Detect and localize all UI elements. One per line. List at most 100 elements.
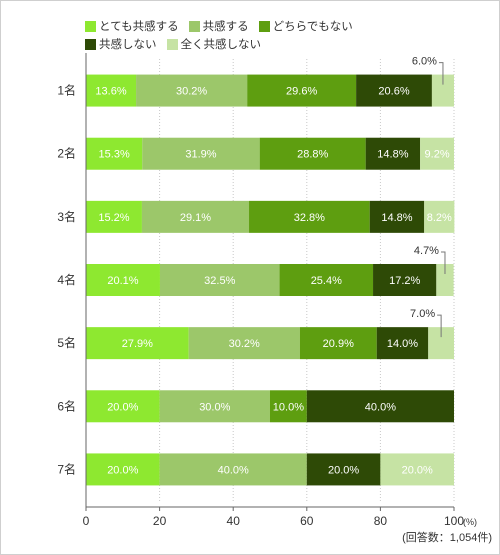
data-label: 20.0% bbox=[402, 464, 433, 476]
respondent-note: (回答数：1,054件) bbox=[402, 530, 492, 544]
data-label: 40.0% bbox=[218, 464, 249, 476]
data-label: 20.0% bbox=[328, 464, 359, 476]
bar-segment bbox=[420, 137, 454, 170]
legend-swatch bbox=[258, 20, 270, 32]
data-label: 30.0% bbox=[199, 401, 230, 413]
data-label: 14.0% bbox=[387, 338, 418, 350]
bar-segment bbox=[376, 327, 429, 360]
bar-segment bbox=[86, 200, 142, 233]
bar-segment bbox=[86, 453, 160, 486]
bar-segment bbox=[270, 390, 307, 423]
bar-segment bbox=[86, 390, 160, 423]
bar-segment bbox=[436, 264, 454, 296]
bar-segment bbox=[247, 74, 357, 107]
legend-label: どちらでもない bbox=[272, 21, 353, 33]
data-label: 31.9% bbox=[185, 149, 216, 161]
data-label: 15.3% bbox=[99, 149, 130, 161]
x-tick-label: 0 bbox=[83, 514, 90, 528]
legend-item: 共感する bbox=[188, 18, 249, 34]
legend-item: どちらでもない bbox=[258, 18, 353, 34]
data-label: 17.2% bbox=[389, 275, 420, 287]
data-label: 32.5% bbox=[204, 275, 235, 287]
legend-item: 全く共感しない bbox=[166, 36, 262, 52]
data-label: 9.2% bbox=[425, 149, 450, 161]
bar-segment bbox=[86, 137, 143, 170]
category-label: 2名 bbox=[57, 146, 76, 161]
x-unit-label: (%) bbox=[463, 517, 477, 527]
data-label: 32.8% bbox=[294, 212, 325, 224]
data-label: 30.2% bbox=[229, 338, 260, 350]
data-label: 25.4% bbox=[311, 275, 342, 287]
legend-label: 共感する bbox=[202, 21, 249, 33]
callout-line bbox=[440, 251, 446, 274]
bar-segment bbox=[142, 137, 260, 170]
category-label: 3名 bbox=[57, 209, 76, 224]
bar-segment bbox=[306, 453, 381, 486]
bar-segment bbox=[424, 200, 455, 233]
data-label: 13.6% bbox=[95, 86, 126, 98]
bar-segment bbox=[259, 137, 366, 170]
bar-segment bbox=[141, 200, 250, 233]
bar-segment bbox=[86, 74, 137, 107]
bar-segment bbox=[380, 453, 454, 486]
x-tick-label: 80 bbox=[374, 514, 388, 528]
data-label: 4.7% bbox=[414, 245, 439, 257]
legend-label: とても共感する bbox=[99, 21, 179, 33]
data-label: 15.2% bbox=[98, 212, 129, 224]
x-tick-label: 60 bbox=[300, 514, 314, 528]
legend-swatch bbox=[188, 20, 200, 32]
x-tick-label: 100 bbox=[444, 514, 464, 528]
bar-segment bbox=[299, 327, 377, 360]
legend-item: とても共感する bbox=[85, 18, 179, 34]
legend-swatch bbox=[85, 38, 96, 50]
data-label: 40.0% bbox=[365, 401, 396, 413]
data-label: 20.1% bbox=[107, 275, 138, 287]
bar-segment bbox=[365, 137, 421, 170]
bar-segment bbox=[369, 200, 425, 233]
legend-row: 共感しない 全く共感しない bbox=[85, 35, 363, 53]
bar-segment bbox=[188, 327, 300, 360]
category-label: 5名 bbox=[57, 335, 76, 350]
data-label: 29.1% bbox=[180, 212, 211, 224]
category-label: 7名 bbox=[57, 461, 76, 476]
bar-segment bbox=[431, 74, 454, 107]
legend-label: 共感しない bbox=[99, 39, 157, 51]
bar-segment bbox=[136, 74, 248, 107]
data-label: 20.0% bbox=[107, 401, 138, 413]
data-label: 20.6% bbox=[378, 86, 409, 98]
category-label: 4名 bbox=[57, 272, 76, 287]
bar-segment bbox=[86, 264, 160, 296]
bar-segment bbox=[159, 264, 280, 296]
data-label: 14.8% bbox=[381, 212, 412, 224]
callout-line bbox=[437, 314, 442, 338]
data-label: 6.0% bbox=[412, 56, 437, 68]
data-label: 28.8% bbox=[297, 149, 328, 161]
legend-swatch bbox=[166, 38, 178, 50]
legend-row: とても共感する 共感する どちらでもない bbox=[85, 17, 363, 35]
bar-segment bbox=[86, 327, 189, 360]
legend-item: 共感しない bbox=[85, 36, 157, 52]
data-label: 29.6% bbox=[286, 86, 317, 98]
data-label: 7.0% bbox=[410, 308, 435, 320]
x-tick-label: 20 bbox=[153, 514, 167, 528]
data-label: 30.2% bbox=[176, 86, 207, 98]
bar-segment bbox=[306, 390, 454, 423]
chart-legend: とても共感する 共感する どちらでもない共感しない 全く共感しない bbox=[85, 17, 363, 53]
legend-label: 全く共感しない bbox=[180, 39, 262, 51]
data-label: 20.0% bbox=[107, 464, 138, 476]
data-label: 27.9% bbox=[122, 338, 153, 350]
bar-segment bbox=[159, 453, 307, 486]
x-tick-label: 40 bbox=[227, 514, 241, 528]
bar-segment bbox=[373, 264, 437, 296]
category-label: 6名 bbox=[57, 398, 76, 413]
callout-line bbox=[438, 62, 444, 85]
data-label: 10.0% bbox=[273, 401, 304, 413]
data-label: 14.8% bbox=[377, 149, 408, 161]
bar-segment bbox=[159, 390, 270, 423]
legend-swatch bbox=[85, 20, 96, 32]
category-label: 1名 bbox=[57, 83, 76, 98]
bar-segment bbox=[356, 74, 432, 107]
data-label: 8.2% bbox=[427, 212, 452, 224]
data-label: 20.9% bbox=[323, 338, 354, 350]
